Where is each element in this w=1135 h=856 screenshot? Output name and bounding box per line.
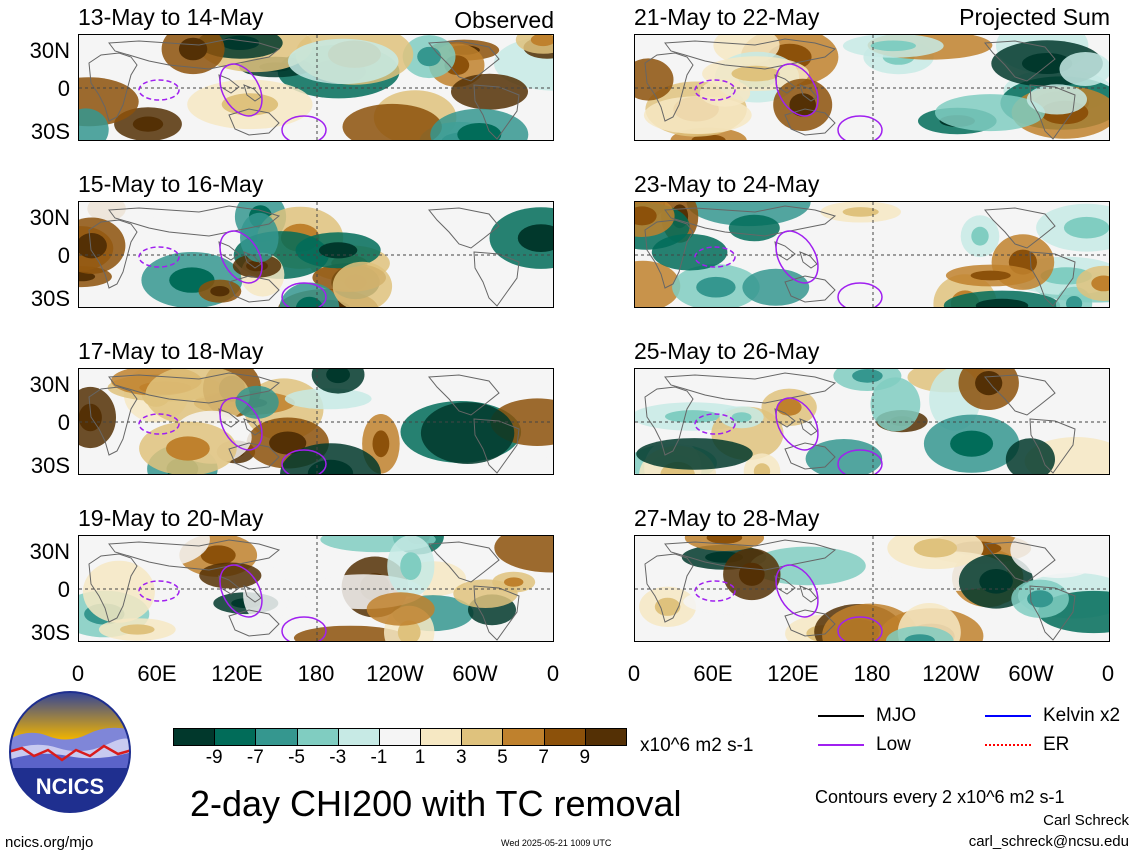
map-field: [79, 369, 553, 474]
lon-label: 120W: [922, 661, 980, 686]
panel-title-2: 15-May to 16-May: [78, 171, 264, 197]
colorbar-units: x10^6 m2 s-1: [640, 735, 754, 756]
panel-title-7: 27-May to 28-May: [634, 505, 820, 531]
colorbar-tick: -7: [246, 747, 264, 768]
map-field: [79, 536, 553, 641]
colorbar-cell: [420, 728, 463, 746]
panel-tag-observed: Observed: [454, 7, 554, 33]
map-panel: [634, 368, 1110, 475]
colorbar-tick: 9: [579, 747, 591, 768]
panel-tag-projected: Projected Sum: [959, 4, 1110, 30]
colorbar-cell: [543, 728, 586, 746]
colorbar: -9 -7 -5 -3 -1 1 3 5 7 9: [173, 728, 627, 768]
legend-kelvin-label: Kelvin x2: [1043, 705, 1121, 726]
map-field: [79, 202, 553, 307]
colorbar-tick: 7: [538, 747, 549, 768]
lon-label: 0: [546, 661, 560, 686]
lon-label: 60E: [137, 661, 177, 686]
lat-label-30s: 30S: [30, 620, 70, 645]
colorbar-tick: -3: [329, 747, 347, 768]
logo-text: NCICS: [36, 774, 104, 799]
lon-label: 180: [853, 661, 891, 686]
lat-label-eq: 0: [57, 410, 70, 435]
lat-label-eq: 0: [57, 577, 70, 602]
map-field: [79, 35, 553, 140]
lat-label-30n: 30N: [29, 372, 70, 397]
legend-low: Low: [818, 734, 911, 756]
lon-label: 120W: [366, 661, 424, 686]
lon-label: 60E: [693, 661, 733, 686]
colorbar-tick: -1: [370, 747, 388, 768]
legend-er: ER: [985, 734, 1069, 756]
lat-label-30s: 30S: [30, 119, 70, 144]
lon-label: 0: [71, 661, 85, 686]
lon-label: 120E: [211, 661, 263, 686]
lat-label-30s: 30S: [30, 453, 70, 478]
lat-label-30n: 30N: [29, 38, 70, 63]
legend-kelvin: Kelvin x2: [985, 705, 1120, 727]
map-panel: [78, 34, 554, 141]
colorbar-cell: [296, 728, 339, 746]
colorbar-cell: [173, 728, 216, 746]
map-panel: [78, 368, 554, 475]
map-field: [635, 536, 1109, 641]
contour-note: Contours every 2 x10^6 m2 s-1: [815, 787, 1065, 807]
colorbar-cell: [502, 728, 545, 746]
map-panel: [78, 535, 554, 642]
author-email[interactable]: carl_schreck@ncsu.edu: [968, 833, 1129, 850]
panel-title-4: 17-May to 18-May: [78, 338, 264, 364]
lat-label-30n: 30N: [29, 205, 70, 230]
panel-title-0: 13-May to 14-May: [78, 4, 264, 30]
main-title: 2-day CHI200 with TC removal: [190, 783, 682, 824]
colorbar-cell: [214, 728, 257, 746]
map-panel: [78, 201, 554, 308]
lat-label-30s: 30S: [30, 286, 70, 311]
lon-label: 0: [1101, 661, 1115, 686]
timestamp: Wed 2025-05-21 1009 UTC: [501, 838, 612, 848]
legend-mjo-label: MJO: [876, 705, 917, 726]
legend-line-mjo: [818, 714, 864, 717]
colorbar-tick: 1: [414, 747, 426, 768]
ncics-logo[interactable]: NCICS: [8, 690, 132, 814]
legend-er-label: ER: [1043, 734, 1070, 755]
colorbar-tick: 3: [455, 747, 467, 768]
colorbar-tick: -5: [288, 747, 305, 768]
legend-line-kelvin: [985, 714, 1031, 717]
colorbar-tick: 5: [497, 747, 508, 768]
panel-title-6: 19-May to 20-May: [78, 505, 264, 531]
panel-title-1: 21-May to 22-May: [634, 4, 820, 30]
map-field: [635, 369, 1109, 474]
legend-line-low: [818, 743, 864, 746]
colorbar-cell: [337, 728, 380, 746]
lat-label-eq: 0: [57, 76, 70, 101]
map-field: [635, 202, 1109, 307]
author: Carl Schreck: [1043, 812, 1129, 829]
panel-title-3: 23-May to 24-May: [634, 171, 820, 197]
colorbar-tick: -9: [205, 747, 223, 768]
lat-label-eq: 0: [57, 243, 70, 268]
legend-line-er: [985, 743, 1031, 746]
lon-label: 0: [627, 661, 641, 686]
map-panel: [634, 535, 1110, 642]
colorbar-cell: [584, 728, 627, 746]
colorbar-cell: [378, 728, 422, 746]
legend-mjo: MJO: [818, 705, 916, 727]
map-field: [635, 35, 1109, 140]
colorbar-cell: [461, 728, 504, 746]
lat-label-30n: 30N: [29, 539, 70, 564]
colorbar-cell: [255, 728, 298, 746]
site-link[interactable]: ncics.org/mjo: [5, 834, 94, 851]
lon-label: 60W: [452, 661, 498, 686]
map-panel: [634, 201, 1110, 308]
lon-label: 60W: [1008, 661, 1054, 686]
legend-low-label: Low: [876, 734, 911, 755]
map-panel: [634, 34, 1110, 141]
panel-title-5: 25-May to 26-May: [634, 338, 820, 364]
lon-label: 120E: [767, 661, 819, 686]
lon-label: 180: [297, 661, 335, 686]
